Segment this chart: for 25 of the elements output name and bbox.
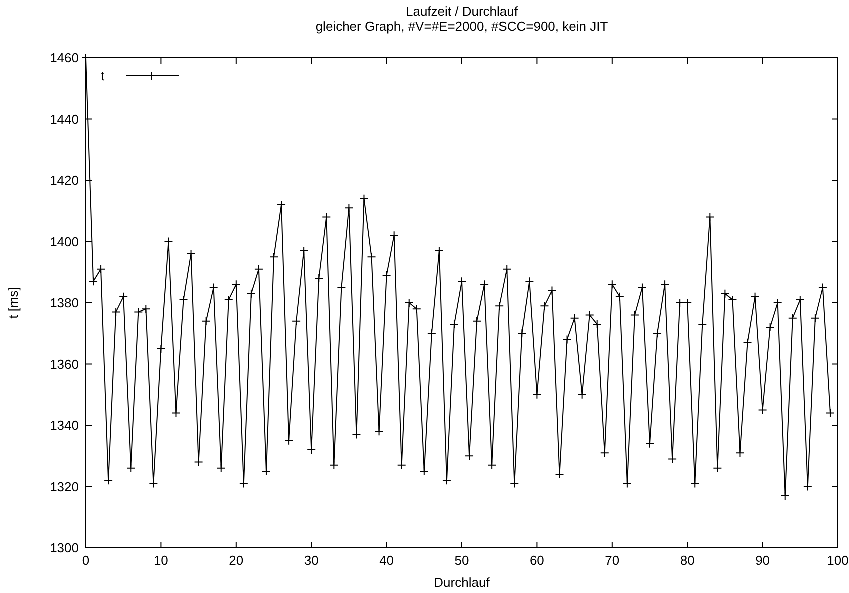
y-tick-label: 1340 xyxy=(50,418,79,434)
y-tick-label: 1400 xyxy=(50,234,79,250)
y-tick-label: 1440 xyxy=(50,112,79,127)
x-tick-label: 50 xyxy=(454,553,470,568)
x-tick-label: 0 xyxy=(82,553,90,568)
x-tick-label: 20 xyxy=(229,553,244,568)
y-tick-label: 1320 xyxy=(50,479,79,494)
y-tick-label: 1360 xyxy=(50,356,79,372)
chart-title: Laufzeit / Durchlauf xyxy=(406,4,518,19)
x-axis-title: Durchlauf xyxy=(434,575,490,590)
x-tick-label: 40 xyxy=(380,553,394,568)
x-tick-label: 90 xyxy=(756,553,770,568)
x-tick-label: 70 xyxy=(605,553,620,568)
y-tick-label: 1300 xyxy=(50,540,79,556)
y-tick-label: 1380 xyxy=(50,296,79,311)
x-tick-label: 100 xyxy=(827,553,849,568)
y-axis-title: t [ms] xyxy=(6,287,21,319)
x-tick-label: 60 xyxy=(530,553,544,568)
y-tick-label: 1420 xyxy=(50,173,79,188)
legend-label: t xyxy=(101,68,105,84)
x-tick-label: 30 xyxy=(304,553,319,568)
y-tick-label: 1460 xyxy=(50,50,79,66)
chart-subtitle: gleicher Graph, #V=#E=2000, #SCC=900, kein JIT xyxy=(316,19,608,34)
x-tick-label: 80 xyxy=(680,553,695,568)
x-tick-label: 10 xyxy=(154,553,168,568)
